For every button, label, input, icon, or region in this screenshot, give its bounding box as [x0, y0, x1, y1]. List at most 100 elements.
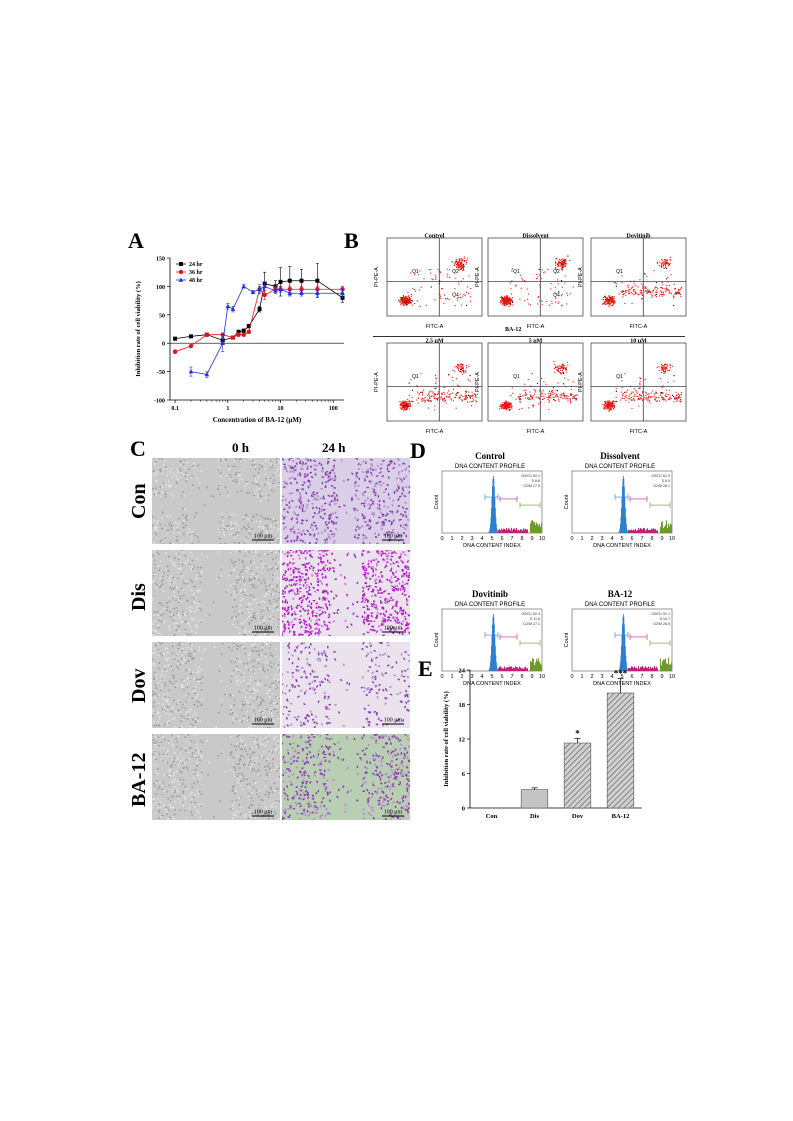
micrograph-cell	[282, 551, 284, 554]
flow-event	[613, 297, 615, 299]
micrograph-cell	[264, 716, 267, 719]
micrograph-cell	[198, 601, 201, 603]
flow-event	[658, 370, 660, 372]
micrograph-cell	[249, 689, 252, 691]
micrograph-cell	[175, 599, 177, 602]
flow-event	[561, 265, 563, 267]
flow-event	[457, 263, 459, 265]
micrograph-cell	[262, 563, 265, 566]
micrograph-cell	[153, 534, 156, 537]
flow-event	[440, 398, 442, 400]
flow-event	[632, 286, 634, 288]
flow-event	[404, 406, 406, 408]
micrograph-cell	[308, 634, 311, 636]
micrograph-cell	[400, 606, 403, 610]
flow-event	[523, 390, 525, 392]
micrograph-cell	[309, 533, 312, 536]
micrograph-cell	[173, 635, 176, 636]
flow-event	[400, 303, 402, 305]
micrograph-cell	[250, 675, 253, 678]
micrograph-cell	[163, 460, 166, 462]
micrograph-cell	[242, 516, 245, 518]
flow-event	[557, 396, 559, 398]
micrograph-cell	[381, 475, 384, 478]
panel-a-point	[225, 303, 231, 309]
micrograph-cell	[235, 717, 238, 720]
micrograph-cell	[165, 569, 168, 571]
flow-yaxis-label: PI-PE-A	[578, 372, 584, 392]
micrograph-cell	[362, 619, 366, 621]
flow-event	[463, 260, 465, 263]
micrograph-cell	[392, 585, 395, 589]
flow-event	[552, 397, 554, 399]
flow-plot-title: 5 μM	[529, 339, 543, 345]
flow-event	[518, 396, 520, 398]
micrograph-cell	[398, 464, 401, 466]
micrograph-cell	[366, 524, 369, 527]
micrograph-cell	[161, 491, 164, 494]
micrograph-cell	[342, 479, 345, 483]
micrograph-cell	[334, 474, 336, 478]
micrograph-cell	[154, 491, 157, 493]
flow-event	[625, 289, 627, 292]
panel-a-point	[340, 290, 345, 296]
micrograph-cell	[292, 550, 295, 554]
flow-event	[558, 399, 560, 401]
micrograph-cell	[284, 537, 288, 540]
micrograph-cell	[176, 469, 179, 472]
micrograph-cell	[251, 649, 254, 652]
panel-a-point	[257, 307, 262, 312]
micrograph-cell	[319, 569, 322, 572]
micrograph-cell	[182, 507, 185, 510]
flow-event	[613, 302, 616, 304]
flow-event	[500, 297, 502, 299]
flow-event	[627, 287, 629, 289]
flow-event	[457, 297, 459, 299]
flow-event	[541, 392, 543, 394]
micrograph-cell	[375, 578, 378, 581]
flow-event	[665, 367, 667, 369]
flow-event	[461, 367, 464, 370]
micrograph-cell	[374, 573, 377, 577]
micrograph-cell	[163, 607, 165, 610]
micrograph-cell	[362, 620, 365, 624]
micrograph-cell	[154, 566, 156, 569]
flow-event	[644, 287, 646, 289]
micrograph-cell	[278, 597, 280, 600]
micrograph-cell	[322, 598, 324, 602]
flow-event	[668, 398, 670, 400]
flow-event	[508, 401, 510, 403]
flow-event	[655, 396, 657, 399]
flow-event	[460, 265, 462, 267]
flow-event	[661, 367, 663, 369]
micrograph-cell	[248, 579, 251, 582]
micrograph-cell	[186, 612, 188, 615]
micrograph-cell	[360, 600, 364, 603]
flow-event	[410, 294, 413, 296]
micrograph-cell	[381, 552, 385, 555]
flow-event	[608, 400, 610, 402]
micrograph-cell	[377, 592, 380, 594]
micrograph-cell	[261, 482, 263, 485]
micrograph-cell	[396, 483, 399, 487]
flow-event	[673, 375, 675, 377]
micrograph-cell	[159, 470, 162, 473]
micrograph-cell	[386, 600, 389, 604]
micrograph-cell	[168, 577, 171, 580]
flow-event	[609, 400, 611, 402]
flow-event	[519, 298, 521, 300]
flow-event	[430, 272, 432, 274]
flow-event	[604, 408, 606, 410]
micrograph-cell	[276, 702, 279, 705]
micrograph-cell	[350, 498, 354, 501]
micrograph-cell	[367, 614, 370, 617]
micrograph-cell	[390, 567, 393, 571]
flow-event	[461, 265, 463, 267]
flow-event	[550, 283, 552, 285]
flow-event	[508, 297, 511, 299]
flow-event	[608, 404, 610, 406]
flow-event	[451, 376, 453, 378]
micrograph-cell	[164, 723, 166, 726]
micrograph-cell	[384, 552, 387, 555]
micrograph-cell	[282, 508, 286, 511]
